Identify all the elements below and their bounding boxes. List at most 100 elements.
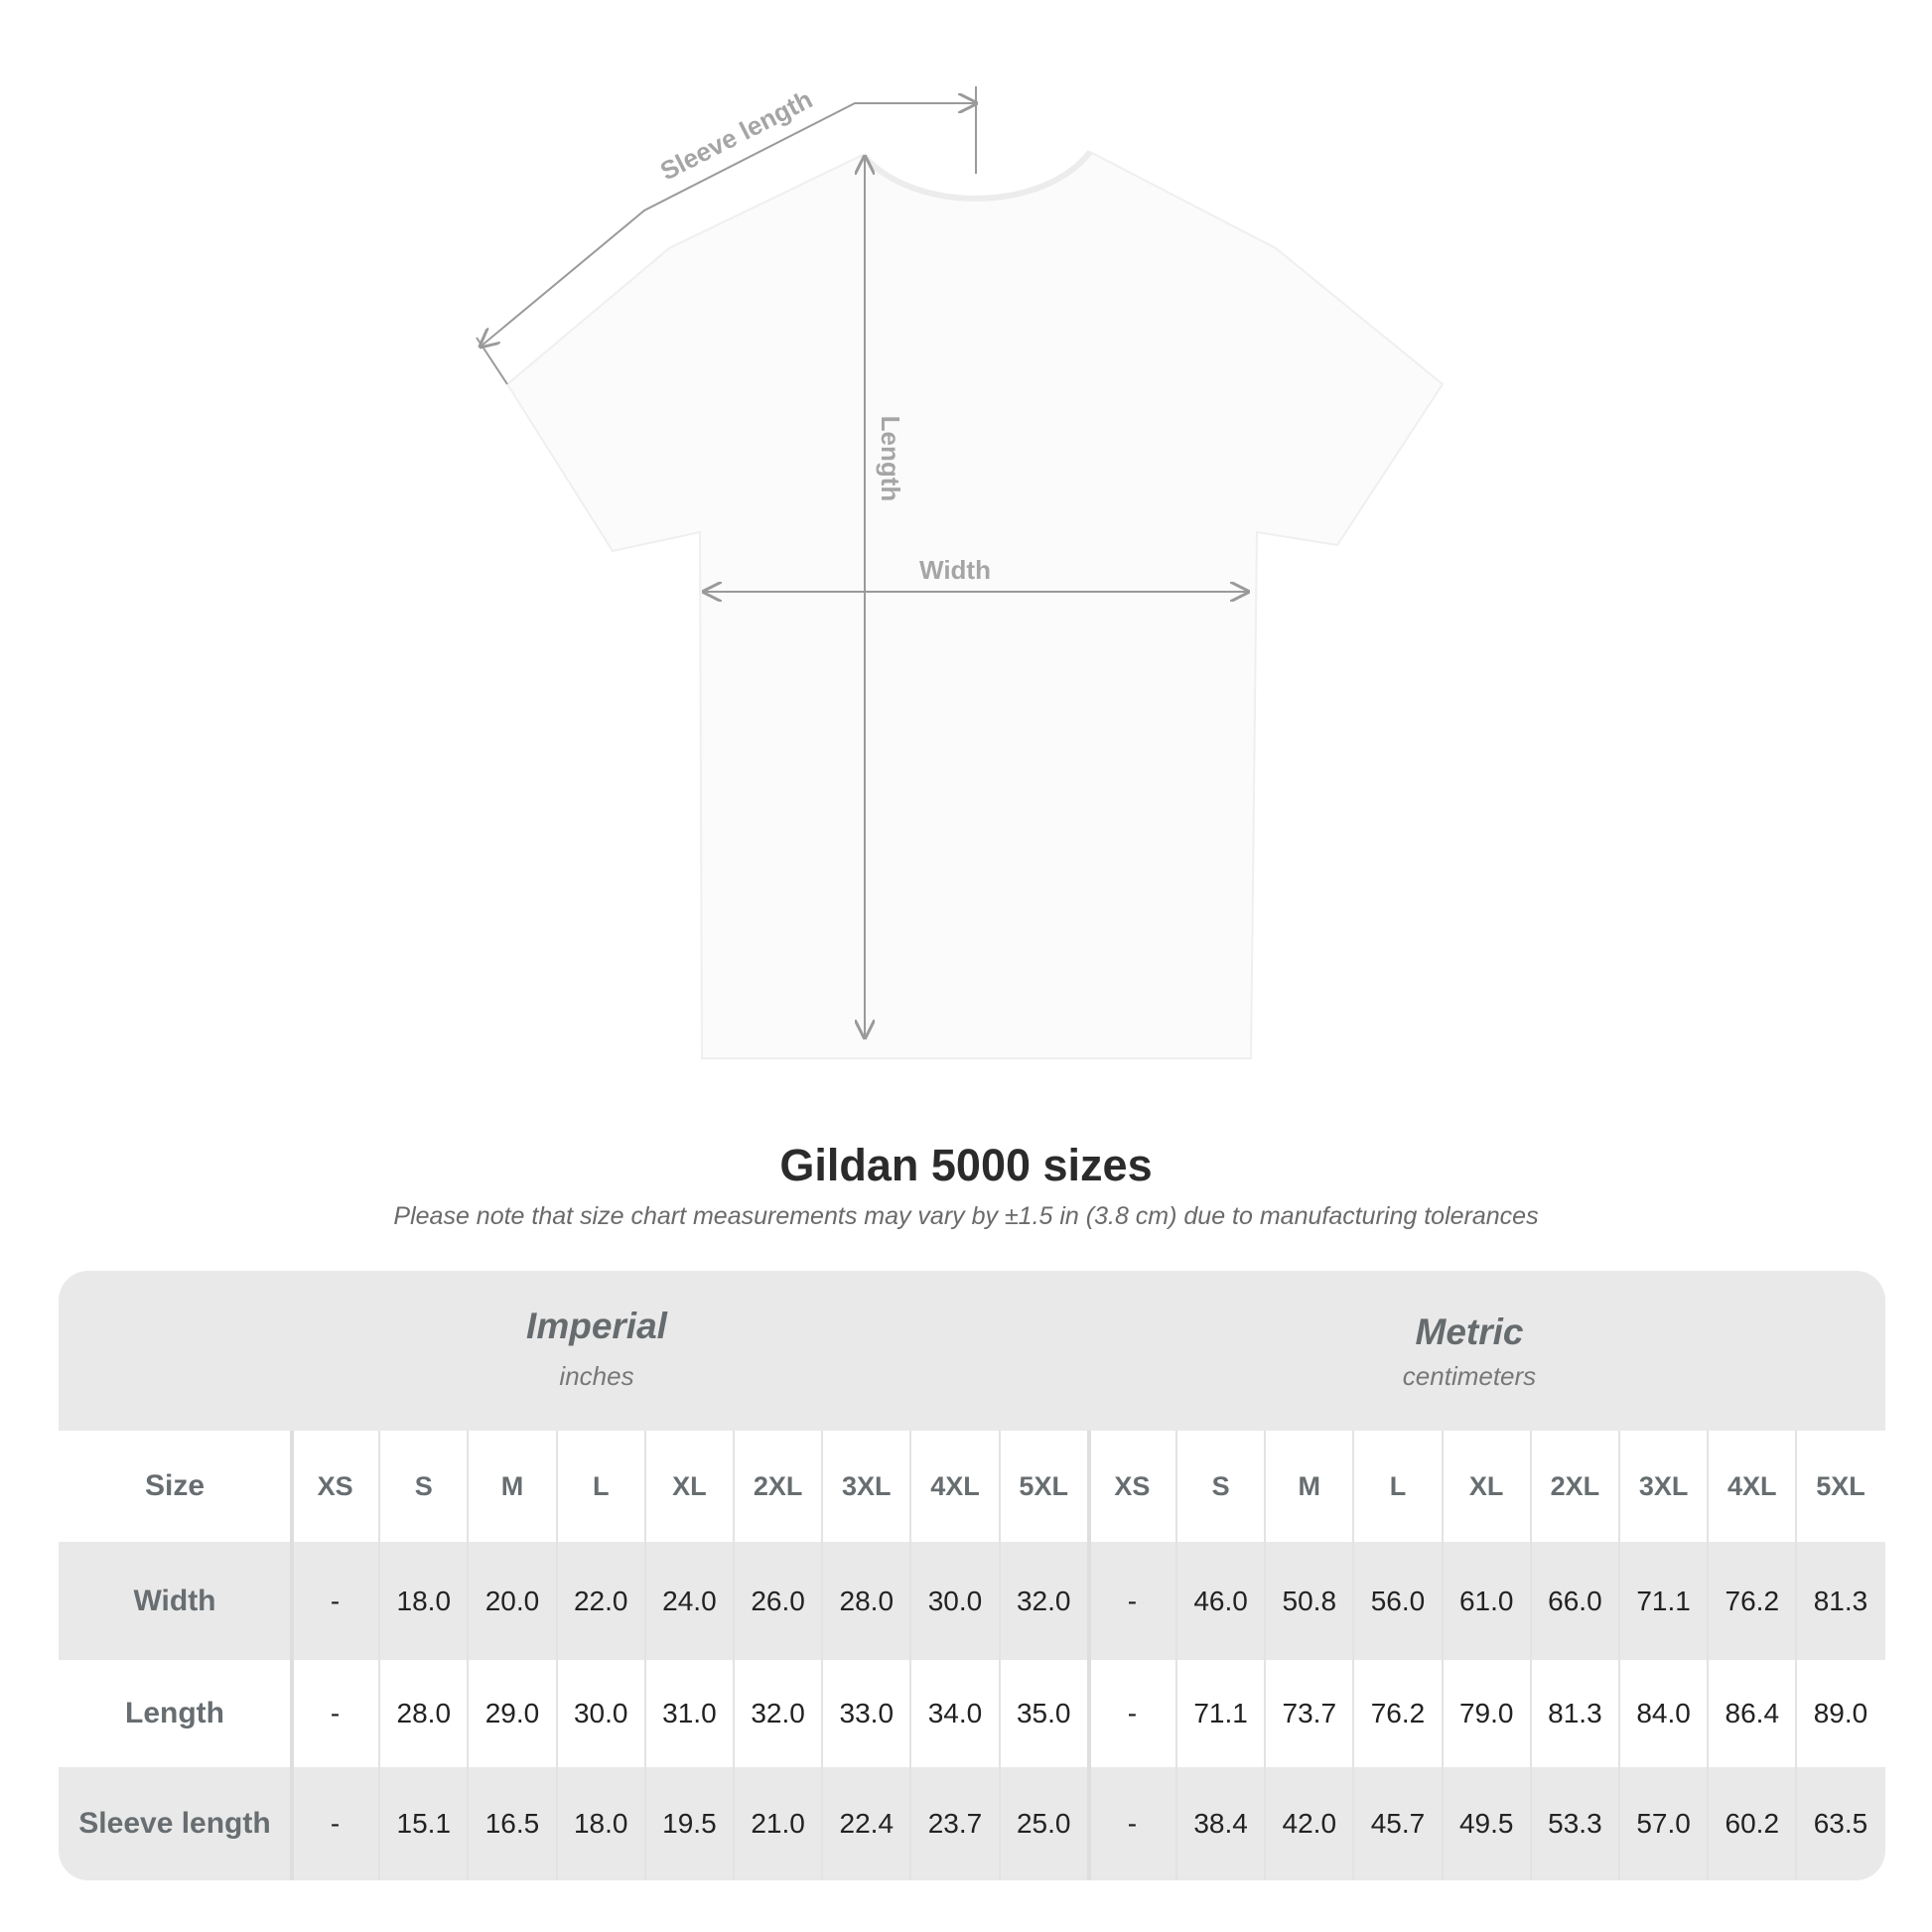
- metric-size-header: XL: [1468, 1470, 1504, 1501]
- metric-value-cell: 45.7: [1370, 1808, 1426, 1839]
- column-divider: [1086, 1431, 1091, 1880]
- column-divider: [643, 1431, 646, 1880]
- metric-value-cell: 71.1: [1636, 1585, 1691, 1616]
- metric-value-cell: 76.2: [1725, 1585, 1780, 1616]
- imperial-value-cell: 23.7: [927, 1808, 983, 1839]
- column-divider: [555, 1431, 558, 1880]
- metric-title: Metric: [1415, 1311, 1524, 1352]
- column-divider: [467, 1431, 470, 1880]
- row-band-sleeve: [59, 1767, 1885, 1880]
- imperial-value-cell: 32.0: [751, 1698, 805, 1728]
- metric-value-cell: 71.1: [1193, 1698, 1248, 1728]
- imperial-value-cell: 29.0: [484, 1698, 540, 1728]
- imperial-size-header: 2XL: [753, 1470, 803, 1501]
- imperial-size-header: 3XL: [842, 1470, 892, 1501]
- column-divider: [290, 1431, 294, 1880]
- metric-value-cell: -: [1127, 1585, 1138, 1616]
- metric-value-cell: 79.0: [1458, 1698, 1514, 1728]
- metric-size-header: 2XL: [1550, 1470, 1600, 1501]
- metric-value-cell: 86.4: [1725, 1698, 1780, 1728]
- tolerance-note: Please note that size chart measurements…: [393, 1202, 1539, 1230]
- imperial-value-cell: 16.5: [484, 1808, 540, 1839]
- imperial-value-cell: 21.0: [751, 1808, 805, 1839]
- metric-value-cell: 57.0: [1636, 1808, 1691, 1839]
- metric-value-cell: 56.0: [1370, 1585, 1426, 1616]
- imperial-value-cell: 22.4: [839, 1808, 895, 1839]
- metric-value-cell: 76.2: [1370, 1698, 1426, 1728]
- imperial-value-cell: 20.0: [484, 1585, 540, 1616]
- imperial-size-header: 5XL: [1019, 1470, 1068, 1501]
- column-divider: [1795, 1431, 1798, 1880]
- metric-value-cell: 60.2: [1725, 1808, 1780, 1839]
- imperial-value-cell: 34.0: [927, 1698, 983, 1728]
- metric-value-cell: 46.0: [1193, 1585, 1248, 1616]
- imperial-value-cell: 28.0: [839, 1585, 895, 1616]
- size-table: Imperial inches Metric centimeters Size X…: [59, 1271, 1885, 1880]
- column-divider: [1618, 1431, 1620, 1880]
- column-divider: [1175, 1431, 1177, 1880]
- imperial-value-cell: -: [330, 1808, 341, 1839]
- column-divider: [1441, 1431, 1444, 1880]
- tshirt-diagram: Sleeve length Length Width: [476, 84, 1445, 1059]
- imperial-value-cell: 31.0: [662, 1698, 717, 1728]
- column-divider: [998, 1431, 1001, 1880]
- metric-value-cell: 38.4: [1193, 1808, 1248, 1839]
- imperial-value-cell: 35.0: [1016, 1698, 1071, 1728]
- metric-value-cell: -: [1127, 1698, 1138, 1728]
- sleeve-measure-line: [481, 103, 976, 346]
- imperial-value-cell: 28.0: [396, 1698, 452, 1728]
- metric-value-cell: 63.5: [1813, 1808, 1868, 1839]
- column-divider: [1352, 1431, 1355, 1880]
- imperial-value-cell: 32.0: [1016, 1585, 1071, 1616]
- size-header-label: Size: [144, 1469, 206, 1502]
- metric-size-header: 5XL: [1816, 1470, 1865, 1501]
- imperial-value-cell: 25.0: [1016, 1808, 1071, 1839]
- length-label: Length: [876, 416, 905, 502]
- column-divider: [1707, 1431, 1710, 1880]
- imperial-size-header: M: [500, 1470, 524, 1501]
- column-divider: [733, 1431, 735, 1880]
- imperial-title: Imperial: [526, 1306, 667, 1346]
- imperial-value-cell: 18.0: [573, 1808, 628, 1839]
- imperial-size-header: L: [592, 1470, 610, 1501]
- metric-value-cell: 50.8: [1282, 1585, 1337, 1616]
- metric-value-cell: 66.0: [1548, 1585, 1602, 1616]
- imperial-size-header: S: [414, 1470, 433, 1501]
- imperial-value-cell: 19.5: [662, 1808, 717, 1839]
- metric-value-cell: 81.3: [1548, 1698, 1602, 1728]
- metric-value-cell: -: [1127, 1808, 1138, 1839]
- column-divider: [909, 1431, 912, 1880]
- column-divider: [1529, 1431, 1532, 1880]
- row-label: Sleeve length: [78, 1807, 271, 1840]
- metric-value-cell: 53.3: [1548, 1808, 1602, 1839]
- row-label: Length: [125, 1697, 224, 1729]
- metric-size-header: S: [1211, 1470, 1230, 1501]
- imperial-size-header: XL: [672, 1470, 707, 1501]
- metric-value-cell: 61.0: [1458, 1585, 1514, 1616]
- metric-size-header: M: [1298, 1470, 1321, 1501]
- imperial-value-cell: -: [330, 1585, 341, 1616]
- metric-size-header: 3XL: [1638, 1470, 1689, 1501]
- metric-value-cell: 81.3: [1813, 1585, 1868, 1616]
- imperial-value-cell: 30.0: [927, 1585, 983, 1616]
- imperial-value-cell: -: [330, 1698, 341, 1728]
- metric-size-header: XS: [1114, 1470, 1151, 1501]
- metric-size-header: 4XL: [1727, 1470, 1777, 1501]
- imperial-value-cell: 18.0: [396, 1585, 452, 1616]
- metric-value-cell: 84.0: [1636, 1698, 1691, 1728]
- metric-header: Metric centimeters: [1172, 1311, 1767, 1392]
- tshirt-shape: [505, 150, 1445, 1059]
- metric-value-cell: 89.0: [1813, 1698, 1868, 1728]
- metric-unit: centimeters: [1402, 1361, 1537, 1391]
- column-divider: [378, 1431, 381, 1880]
- imperial-size-header: XS: [317, 1470, 353, 1501]
- imperial-value-cell: 26.0: [751, 1585, 805, 1616]
- width-label: Width: [919, 555, 991, 585]
- imperial-value-cell: 30.0: [573, 1698, 628, 1728]
- metric-value-cell: 49.5: [1458, 1808, 1514, 1839]
- imperial-value-cell: 22.0: [573, 1585, 628, 1616]
- unit-header-band: [59, 1271, 1885, 1431]
- imperial-value-cell: 15.1: [396, 1808, 452, 1839]
- metric-value-cell: 42.0: [1282, 1808, 1337, 1839]
- imperial-header: Imperial inches: [299, 1306, 895, 1392]
